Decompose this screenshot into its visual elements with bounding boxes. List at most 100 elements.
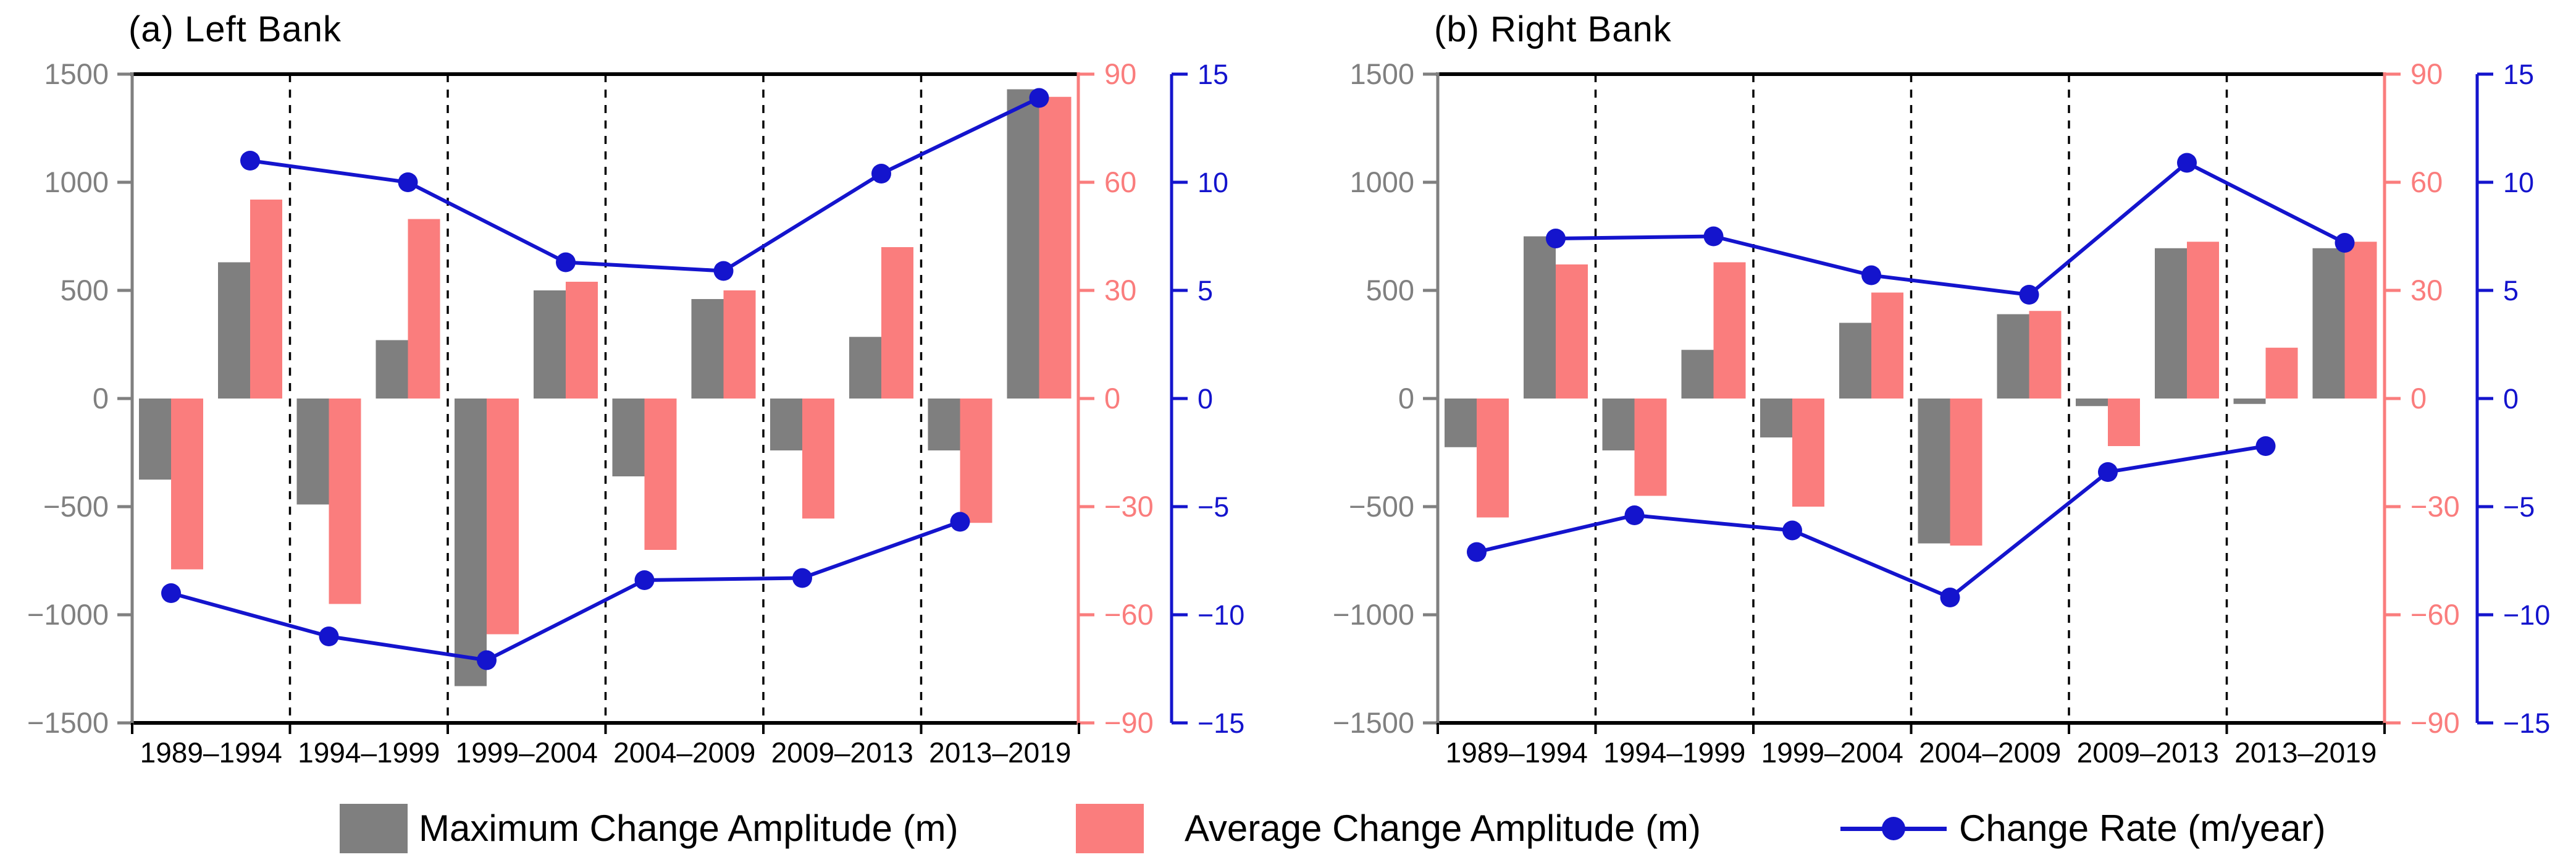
red-axis-tick-label: 30: [1104, 274, 1136, 306]
bar-maximum-change-amplitude: [534, 290, 566, 399]
change-rate-line: [170, 520, 961, 662]
bar-maximum-change-amplitude: [1007, 89, 1039, 399]
legend-label-average-change: Average Change Amplitude (m): [1185, 808, 1701, 849]
change-rate-marker: [2255, 436, 2276, 456]
left-axis-tick-label: −1000: [1333, 598, 1414, 631]
blue-axis-tick-label: 0: [1198, 383, 1213, 415]
change-rate-marker: [319, 627, 339, 646]
blue-axis-tick-label: −10: [1198, 599, 1244, 631]
left-axis-tick-label: 0: [1398, 382, 1414, 415]
change-rate-marker: [1861, 265, 1881, 285]
blue-axis-tick-label: 10: [1198, 167, 1228, 198]
bar-average-change-amplitude: [881, 247, 913, 399]
red-axis-tick-label: −90: [1104, 706, 1154, 739]
x-axis-category-label: 1994–1999: [1603, 736, 1745, 769]
bar-maximum-change-amplitude: [1445, 399, 1477, 447]
red-axis-tick-label: −60: [2410, 598, 2460, 631]
bar-average-change-amplitude: [566, 282, 598, 399]
left-axis-tick-label: 1000: [1349, 166, 1414, 198]
bar-maximum-change-amplitude: [2312, 248, 2345, 399]
bar-maximum-change-amplitude: [1524, 236, 1556, 399]
bar-average-change-amplitude: [1039, 96, 1072, 399]
change-rate-marker: [1940, 588, 1960, 607]
bar-average-change-amplitude: [2108, 399, 2140, 446]
bar-average-change-amplitude: [644, 399, 677, 550]
change-rate-marker: [634, 570, 655, 590]
bar-maximum-change-amplitude: [1997, 314, 2029, 399]
legend-swatch-maximum-change-icon: [340, 804, 408, 853]
change-rate-marker: [477, 650, 497, 670]
bar-average-change-amplitude: [723, 290, 756, 399]
bar-maximum-change-amplitude: [1918, 399, 1950, 544]
bar-average-change-amplitude: [2029, 311, 2062, 399]
change-rate-marker: [1624, 505, 1645, 525]
bar-average-change-amplitude: [487, 399, 519, 635]
change-rate-marker: [398, 172, 418, 192]
change-rate-marker: [1782, 520, 1802, 541]
bar-average-change-amplitude: [960, 399, 992, 523]
red-axis-tick-label: 60: [1104, 166, 1136, 198]
change-rate-marker: [1703, 226, 1724, 247]
change-rate-marker: [556, 252, 576, 272]
bar-average-change-amplitude: [250, 200, 282, 399]
change-rate-line: [250, 96, 1040, 273]
left-axis-tick-label: 0: [93, 382, 109, 415]
bar-maximum-change-amplitude: [2076, 399, 2108, 407]
left-axis-tick-label: 500: [1366, 274, 1414, 306]
blue-axis-tick-label: −10: [2503, 599, 2550, 631]
left-axis-tick-label: 1500: [44, 57, 109, 90]
bar-maximum-change-amplitude: [2155, 248, 2187, 399]
change-rate-marker: [1546, 229, 1566, 248]
blue-axis-tick-label: 5: [1198, 275, 1213, 306]
red-axis-tick-label: −30: [1104, 490, 1154, 523]
left-axis-tick-label: −1500: [1333, 706, 1414, 739]
change-rate-line: [1555, 160, 2346, 297]
bar-average-change-amplitude: [1792, 399, 1824, 507]
change-rate-marker: [2019, 285, 2039, 305]
legend-marker-change-rate-icon: [1882, 817, 1905, 840]
panel-title-left-bank: (a) Left Bank: [128, 9, 342, 49]
blue-axis-tick-label: −5: [2503, 491, 2535, 523]
bar-average-change-amplitude: [2187, 242, 2219, 399]
x-axis-category-label: 1999–2004: [456, 736, 598, 769]
change-rate-marker: [713, 261, 734, 281]
bar-maximum-change-amplitude: [218, 262, 250, 399]
x-axis-category-label: 2013–2019: [2234, 736, 2377, 769]
left-axis-tick-label: 1500: [1349, 57, 1414, 90]
bar-average-change-amplitude: [408, 219, 440, 399]
bar-average-change-amplitude: [171, 399, 203, 570]
left-axis-tick-label: −1500: [27, 706, 109, 739]
red-axis-tick-label: 60: [2410, 166, 2443, 198]
change-rate-marker: [792, 568, 812, 588]
change-rate-line: [1476, 444, 2266, 600]
left-axis-tick-label: −500: [1349, 490, 1414, 523]
bar-maximum-change-amplitude: [612, 399, 645, 476]
dual-panel-bank-change-chart: 1500 1000 500 0 −500 −1000 −1500 90 60 30 0 −30 −60 −…: [27, 57, 2550, 769]
red-axis-tick-label: 30: [2410, 274, 2443, 306]
bar-maximum-change-amplitude: [375, 340, 408, 399]
x-axis-category-label: 2009–2013: [771, 736, 913, 769]
change-rate-marker: [871, 164, 891, 184]
bar-average-change-amplitude: [1871, 292, 1903, 399]
blue-axis-tick-label: 5: [2503, 275, 2519, 306]
bar-maximum-change-amplitude: [849, 337, 881, 399]
blue-axis-tick-label: 15: [1198, 59, 1228, 90]
x-axis-category-label: 1999–2004: [1761, 736, 1903, 769]
change-rate-marker: [2335, 233, 2355, 253]
red-axis-tick-label: 90: [1104, 57, 1136, 90]
bar-average-change-amplitude: [329, 399, 361, 604]
bar-maximum-change-amplitude: [1760, 399, 1792, 437]
bar-maximum-change-amplitude: [1681, 350, 1714, 399]
blue-axis-tick-label: −15: [2503, 707, 2550, 739]
change-rate-marker: [2177, 153, 2197, 173]
left-axis-tick-label: 1000: [44, 166, 109, 198]
bar-average-change-amplitude: [1713, 262, 1746, 399]
change-rate-marker: [2098, 462, 2118, 482]
bar-average-change-amplitude: [2344, 242, 2377, 399]
bar-maximum-change-amplitude: [2233, 399, 2266, 404]
blue-axis-tick-label: −5: [1198, 491, 1229, 523]
x-axis-category-label: 2013–2019: [929, 736, 1071, 769]
bar-average-change-amplitude: [802, 399, 834, 519]
bar-maximum-change-amplitude: [770, 399, 802, 450]
